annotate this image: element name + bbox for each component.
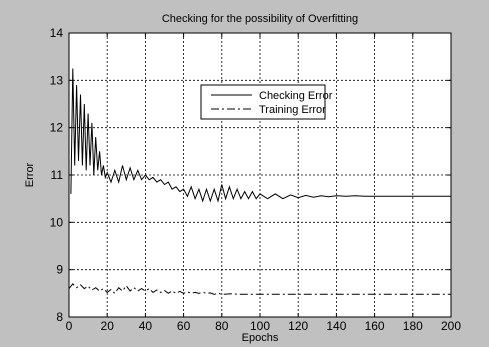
x-tick-label: 20 <box>101 319 115 333</box>
y-tick-label: 10 <box>50 215 64 229</box>
x-tick-label: 100 <box>250 319 270 333</box>
x-tick-label: 180 <box>403 319 423 333</box>
x-tick-label: 140 <box>326 319 346 333</box>
x-tick-label: 80 <box>215 319 229 333</box>
y-tick-label: 9 <box>56 263 63 277</box>
y-axis-label: Error <box>24 162 36 187</box>
legend: Checking Error Training Error <box>200 84 333 120</box>
x-tick-label: 40 <box>139 319 153 333</box>
y-tick-label: 14 <box>50 26 64 40</box>
training-error-line <box>68 283 451 295</box>
chart-title: Checking for the possibility of Overfitt… <box>162 13 358 25</box>
series-layer <box>68 68 451 295</box>
y-tick-label: 13 <box>50 73 64 87</box>
y-tick-label: 8 <box>56 310 63 324</box>
x-tick-label: 120 <box>288 319 308 333</box>
checking-error-line <box>70 68 451 203</box>
y-tick-label: 12 <box>50 121 64 135</box>
x-tick-label: 160 <box>365 319 385 333</box>
x-tick-label: 60 <box>177 319 191 333</box>
axis-tick-labels: 0 20 40 60 80 100 120 140 160 180 200 8 9 10 11 12 13 14 <box>50 26 462 333</box>
x-tick-label: 200 <box>441 319 461 333</box>
legend-label-training: Training Error <box>259 104 326 116</box>
axis-ticks <box>68 32 452 318</box>
y-tick-label: 11 <box>51 168 64 182</box>
x-tick-label: 0 <box>66 319 73 333</box>
legend-label-checking: Checking Error <box>259 90 333 102</box>
x-axis-label: Epochs <box>242 332 279 344</box>
legend-box <box>200 84 326 120</box>
grid-lines <box>69 33 451 317</box>
